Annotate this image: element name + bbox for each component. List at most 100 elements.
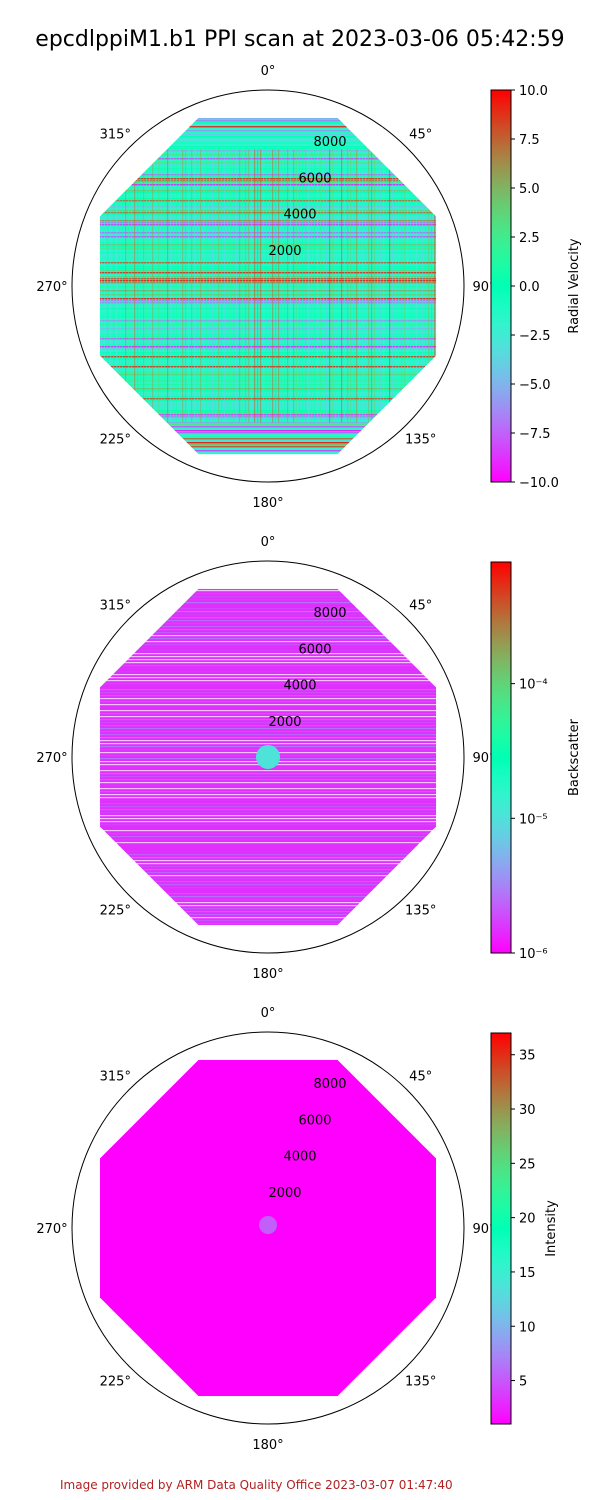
velocity-stripe <box>99 296 437 298</box>
backscatter-stripe <box>99 728 437 730</box>
backscatter-stripe <box>99 857 437 859</box>
angle-tick-label: 180° <box>252 1438 283 1453</box>
angle-tick-label: 225° <box>100 1375 131 1390</box>
velocity-stripe <box>320 149 322 423</box>
colorbar-tick-label: 7.5 <box>519 133 540 148</box>
velocity-stripe <box>99 182 437 184</box>
velocity-stripe <box>155 149 157 423</box>
velocity-stripe <box>99 286 437 288</box>
backscatter-stripe <box>99 710 437 712</box>
velocity-stripe <box>99 130 437 132</box>
velocity-stripe <box>99 274 437 276</box>
velocity-stripe <box>380 149 382 423</box>
velocity-stripe <box>99 336 437 338</box>
backscatter-stripe <box>99 734 437 736</box>
velocity-stripe <box>99 166 437 168</box>
velocity-stripe <box>99 316 437 318</box>
backscatter-stripe <box>99 908 437 910</box>
backscatter-stripe <box>99 833 437 835</box>
velocity-stripe <box>99 214 437 216</box>
velocity-stripe <box>99 238 437 240</box>
velocity-stripe <box>99 204 437 206</box>
backscatter-stripe <box>86 578 450 579</box>
backscatter-stripe <box>99 917 437 919</box>
backscatter-stripe <box>99 677 437 679</box>
backscatter-stripe <box>99 707 437 709</box>
velocity-stripe <box>99 294 437 296</box>
velocity-stripe <box>99 396 437 398</box>
velocity-stripe <box>317 149 319 423</box>
velocity-stripe <box>99 144 437 146</box>
velocity-stripe <box>99 408 437 410</box>
velocity-stripe <box>344 149 346 423</box>
velocity-stripe <box>99 228 437 230</box>
velocity-stripe <box>125 149 127 423</box>
velocity-stripe <box>99 328 437 330</box>
velocity-stripe <box>116 149 118 423</box>
velocity-stripe <box>179 149 181 423</box>
velocity-stripe <box>248 149 250 423</box>
velocity-stripe <box>99 298 437 300</box>
velocity-stripe <box>99 160 437 162</box>
velocity-stripe <box>99 318 437 320</box>
velocity-stripe <box>99 162 437 164</box>
angle-tick-label: 270° <box>36 751 67 766</box>
backscatter-stripe <box>99 824 437 826</box>
velocity-stripe <box>437 150 438 423</box>
velocity-stripe <box>176 149 178 423</box>
velocity-stripe <box>99 172 437 174</box>
backscatter-stripe <box>99 896 437 898</box>
velocity-stripe <box>99 344 437 346</box>
velocity-stripe <box>392 149 394 423</box>
velocity-stripe <box>143 149 145 423</box>
backscatter-stripe <box>86 584 450 585</box>
velocity-stripe <box>86 462 450 463</box>
velocity-stripe <box>95 150 96 423</box>
angle-tick-label: 90° <box>472 751 495 766</box>
angle-tick-label: 90° <box>472 1222 495 1237</box>
velocity-stripe <box>296 149 298 423</box>
angle-tick-label: 270° <box>36 280 67 295</box>
velocity-stripe <box>158 149 160 423</box>
velocity-stripe <box>260 149 262 423</box>
velocity-stripe <box>99 266 437 268</box>
velocity-stripe <box>99 290 437 292</box>
colorbar-label: Intensity <box>544 1200 559 1257</box>
velocity-stripe <box>99 150 437 152</box>
velocity-stripe <box>161 149 163 423</box>
velocity-stripe <box>341 149 343 423</box>
velocity-stripe <box>99 402 437 404</box>
velocity-stripe <box>99 136 437 138</box>
velocity-stripe <box>99 308 437 310</box>
velocity-stripe <box>200 149 202 423</box>
velocity-stripe <box>350 149 352 423</box>
velocity-stripe <box>99 208 437 210</box>
velocity-stripe <box>99 254 437 256</box>
backscatter-stripe <box>99 794 437 796</box>
radial-tick-label: 4000 <box>283 1150 316 1165</box>
velocity-stripe <box>99 258 437 260</box>
velocity-stripe <box>99 260 437 262</box>
velocity-stripe <box>239 149 241 423</box>
velocity-stripe <box>99 414 437 416</box>
velocity-stripe <box>194 149 196 423</box>
velocity-stripe <box>99 176 437 178</box>
velocity-stripe <box>326 149 328 423</box>
colorbar-tick-label: 15 <box>519 1266 536 1281</box>
backscatter-stripe <box>99 590 437 592</box>
velocity-stripe <box>99 312 437 314</box>
velocity-stripe <box>98 150 99 423</box>
velocity-stripe <box>389 149 391 423</box>
velocity-stripe <box>134 149 136 423</box>
velocity-stripe <box>99 420 437 422</box>
backscatter-stripe <box>99 611 437 613</box>
backscatter-stripe <box>99 608 437 610</box>
velocity-stripe <box>188 149 190 423</box>
backscatter-stripe <box>99 782 437 784</box>
velocity-stripe <box>99 400 437 402</box>
backscatter-stripe <box>99 593 437 595</box>
backscatter-stripe <box>99 653 437 655</box>
backscatter-stripe <box>99 596 437 598</box>
velocity-stripe <box>395 149 397 423</box>
velocity-stripe <box>278 149 280 423</box>
